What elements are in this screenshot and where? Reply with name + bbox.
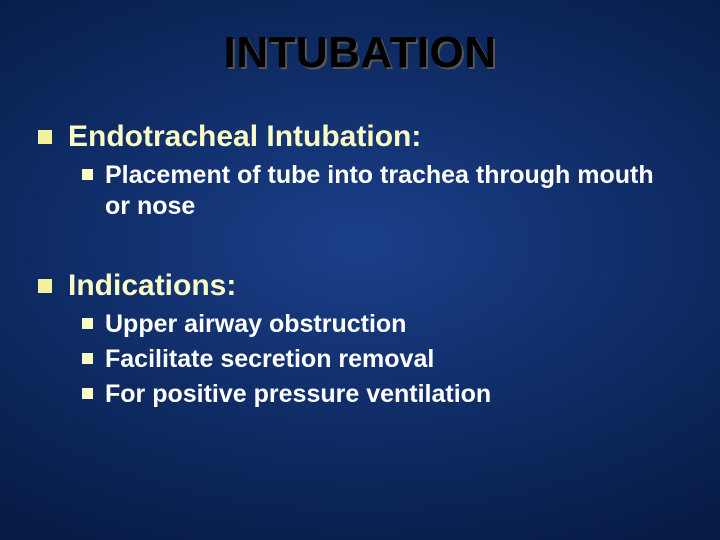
bullet-level2: Placement of tube into trachea through m… — [82, 160, 682, 223]
level2-text: Facilitate secretion removal — [105, 344, 434, 375]
bullet-level2: For positive pressure ventilation — [82, 379, 682, 410]
level1-text: Endotracheal Intubation: — [68, 120, 421, 154]
slide-title: INTUBATION — [0, 28, 720, 78]
slide-body: Endotracheal Intubation: Placement of tu… — [0, 78, 720, 410]
level1-text: Indications: — [68, 269, 236, 303]
section-gap — [38, 223, 682, 251]
square-bullet-icon — [82, 388, 93, 399]
slide: INTUBATION Endotracheal Intubation: Plac… — [0, 0, 720, 540]
level2-text: Upper airway obstruction — [105, 309, 406, 340]
bullet-level2: Facilitate secretion removal — [82, 344, 682, 375]
square-bullet-icon — [38, 130, 52, 144]
level2-text: For positive pressure ventilation — [105, 379, 491, 410]
level2-group: Placement of tube into trachea through m… — [38, 160, 682, 223]
bullet-level1: Indications: — [38, 269, 682, 303]
square-bullet-icon — [82, 353, 93, 364]
bullet-level2: Upper airway obstruction — [82, 309, 682, 340]
level2-text: Placement of tube into trachea through m… — [105, 160, 682, 223]
square-bullet-icon — [82, 169, 93, 180]
level2-group: Upper airway obstruction Facilitate secr… — [38, 309, 682, 411]
bullet-level1: Endotracheal Intubation: — [38, 120, 682, 154]
square-bullet-icon — [38, 279, 52, 293]
square-bullet-icon — [82, 318, 93, 329]
